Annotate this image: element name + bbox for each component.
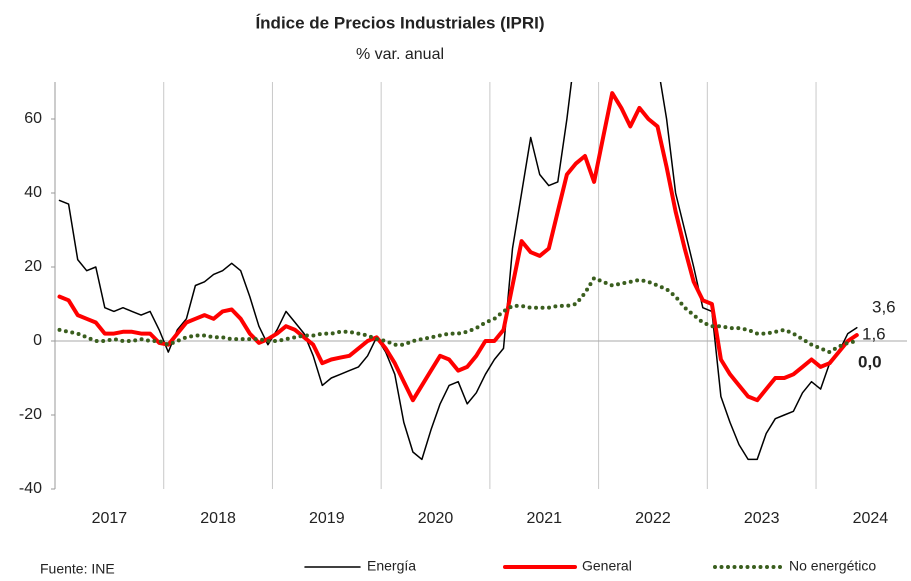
- end-value-label: 1,6: [862, 324, 886, 343]
- end-value-label: 3,6: [872, 297, 896, 316]
- x-tick-label: 2024: [853, 510, 889, 527]
- x-tick-label: 2023: [744, 510, 780, 527]
- x-tick-label: 2018: [200, 510, 236, 527]
- end-value-label: 0,0: [858, 352, 882, 371]
- legend-label: Energía: [367, 558, 416, 574]
- y-tick-label: -40: [19, 480, 42, 497]
- x-tick-label: 2020: [418, 510, 454, 527]
- x-tick-label: 2017: [92, 510, 128, 527]
- x-tick-label: 2022: [635, 510, 671, 527]
- plot-area: [57, 82, 859, 461]
- y-tick-label: 0: [33, 332, 42, 349]
- y-tick-label: 20: [24, 258, 42, 275]
- chart-title: Índice de Precios Industriales (IPRI): [255, 13, 544, 32]
- x-tick-label: 2019: [309, 510, 345, 527]
- x-tick-label: 2021: [526, 510, 562, 527]
- chart-subtitle: % var. anual: [356, 46, 444, 63]
- line-series: [57, 91, 859, 403]
- y-tick-label: 60: [24, 110, 42, 127]
- legend-label: No energético: [789, 558, 876, 574]
- source: Fuente: INE: [40, 561, 115, 577]
- line-series: [57, 276, 859, 355]
- line-series: [58, 82, 858, 461]
- y-tick-label: -20: [19, 406, 42, 423]
- y-tick-label: 40: [24, 184, 42, 201]
- legend-label: General: [582, 558, 632, 574]
